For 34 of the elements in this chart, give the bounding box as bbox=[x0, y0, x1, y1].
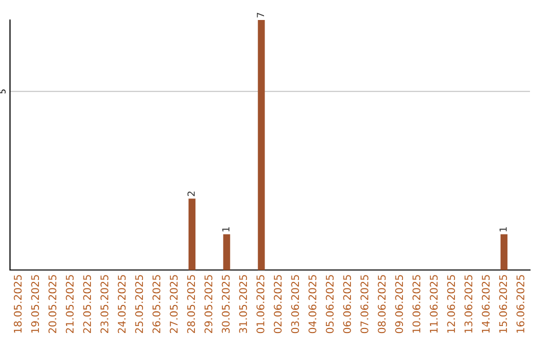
x-tick-label: 03.06.2025 bbox=[291, 275, 300, 334]
x-tick-label: 07.06.2025 bbox=[360, 275, 368, 334]
data-label: 1 bbox=[222, 227, 230, 232]
x-tick-label: 10.06.2025 bbox=[412, 275, 420, 333]
x-tick-label: 06.06.2025 bbox=[343, 275, 352, 334]
x-tick-label: 22.05.2025 bbox=[83, 275, 92, 334]
x-tick-label: 18.05.2025 bbox=[14, 275, 22, 333]
x-tick-label: 28.05.2025 bbox=[187, 275, 196, 334]
x-tick-label: 29.05.2025 bbox=[204, 275, 212, 334]
x-tick-label: 08.06.2025 bbox=[378, 275, 386, 334]
x-tick-label: 09.06.2025 bbox=[395, 275, 404, 334]
x-tick-label: 24.05.2025 bbox=[118, 275, 126, 334]
x-tick-label: 21.05.2025 bbox=[66, 275, 74, 334]
x-tick-label: 25.05.2025 bbox=[135, 275, 144, 334]
x-tick-label: 23.05.2025 bbox=[100, 275, 108, 334]
x-tick-label: 05.06.2025 bbox=[326, 275, 334, 334]
x-tick-label: 13.06.2025 bbox=[464, 275, 472, 333]
data-label: 7 bbox=[256, 12, 264, 18]
x-tick-label: 01.06.2025 bbox=[256, 275, 264, 334]
x-tick-label: 31.05.2025 bbox=[239, 275, 248, 334]
x-tick-label: 15.06.2025 bbox=[499, 275, 508, 333]
x-tick-label: 12.06.2025 bbox=[447, 275, 456, 333]
x-tick-label: 02.06.2025 bbox=[274, 275, 282, 334]
data-label: 2 bbox=[187, 192, 195, 196]
x-tick-label: 26.05.2025 bbox=[152, 275, 160, 334]
data-label: 1 bbox=[500, 227, 507, 232]
x-tick-label: 20.05.2025 bbox=[48, 275, 56, 334]
x-tick-label: 16.06.2025 bbox=[516, 275, 524, 333]
x-tick-label: 14.06.2025 bbox=[482, 275, 490, 333]
x-tick-label: 11.06.2025 bbox=[430, 275, 438, 333]
x-tick-label: 19.05.2025 bbox=[31, 275, 40, 333]
x-tick-label: 30.05.2025 bbox=[222, 275, 230, 334]
x-tick-label: 27.05.2025 bbox=[170, 275, 178, 334]
x-tick-label: 04.06.2025 bbox=[308, 275, 316, 334]
